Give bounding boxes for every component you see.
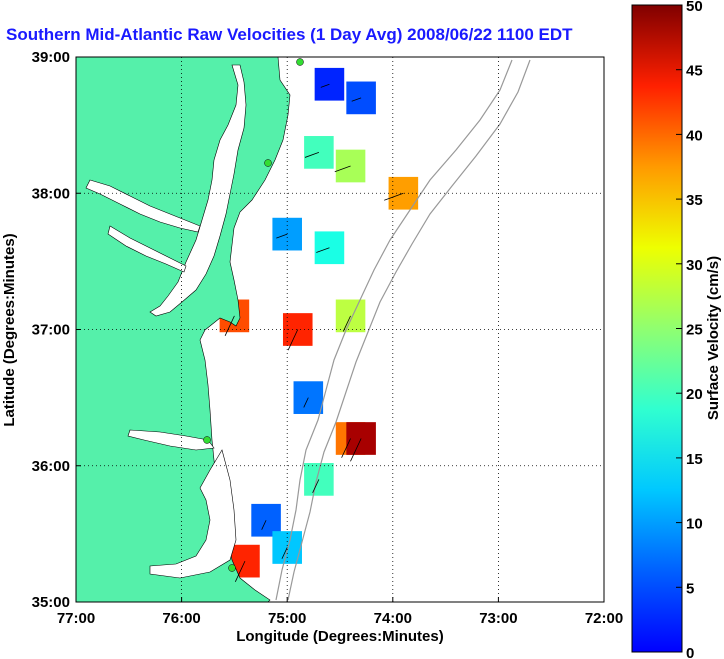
velocity-arrow — [281, 547, 288, 559]
colorbar-tick-label: 5 — [686, 580, 694, 597]
x-tick-label: 75:00 — [268, 610, 306, 627]
radar-site-marker — [296, 58, 304, 66]
velocity-arrow — [303, 397, 309, 408]
y-axis-label: Latitude (Degrees:Minutes) — [1, 233, 18, 426]
velocity-arrow — [341, 438, 351, 458]
velocity-arrow — [234, 560, 246, 582]
velocity-arrow — [350, 438, 362, 462]
plot-area — [76, 57, 604, 602]
potomac-river — [85, 179, 201, 233]
colorbar-tick-label: 40 — [686, 127, 703, 144]
x-tick-label: 74:00 — [374, 610, 412, 627]
velocity-arrow — [342, 315, 351, 332]
y-tick-label: 38:00 — [32, 185, 70, 202]
velocity-arrow — [334, 165, 351, 173]
colorbar-label: Surface Velocity (cm/s) — [705, 256, 722, 420]
radar-site-marker — [264, 159, 272, 167]
colorbar-tick-label: 15 — [686, 451, 703, 468]
x-tick-label: 76:00 — [162, 610, 200, 627]
x-axis: 77:00 76:00 75:00 74:00 73:00 72:00 — [57, 597, 623, 627]
bathymetry-contour-outer — [287, 59, 531, 601]
y-axis: 39:00 38:00 37:00 36:00 35:00 — [32, 49, 81, 611]
colorbar-tick-label: 25 — [686, 322, 703, 339]
radar-site-marker — [203, 436, 211, 444]
albemarle-sound — [127, 429, 215, 451]
colorbar-tick-label: 10 — [686, 516, 703, 533]
velocity-arrow — [320, 83, 330, 88]
pamlico-sound — [149, 449, 237, 579]
colorbar-tick-label: 20 — [686, 386, 703, 403]
y-tick-label: 36:00 — [32, 458, 70, 475]
velocity-arrow — [224, 315, 235, 336]
velocity-vectors — [224, 83, 404, 582]
grid-lines — [76, 57, 604, 602]
colorbar-tick-label: 35 — [686, 192, 703, 209]
rappahannock-river — [107, 225, 187, 273]
velocity-arrow — [312, 479, 320, 493]
colorbar-tick-label: 30 — [686, 257, 703, 274]
y-tick-label: 35:00 — [32, 594, 70, 611]
x-tick-label: 77:00 — [57, 610, 95, 627]
velocity-arrow — [276, 233, 288, 239]
radar-sites — [203, 58, 304, 572]
colorbar-tick-label: 45 — [686, 63, 703, 80]
colorbar-tick-label: 0 — [686, 645, 694, 659]
velocity-arrow — [384, 192, 404, 201]
radar-site-marker — [228, 564, 236, 572]
velocity-arrow — [304, 151, 320, 158]
chesapeake-bay — [149, 64, 247, 317]
velocity-arrow — [261, 520, 267, 530]
velocity-cell — [251, 503, 281, 537]
chart-title: Southern Mid-Atlantic Raw Velocities (1 … — [6, 25, 573, 44]
x-axis-label: Longitude (Degrees:Minutes) — [236, 628, 444, 645]
velocity-arrow — [316, 247, 330, 253]
colorbar-gradient — [631, 4, 683, 653]
y-tick-label: 37:00 — [32, 322, 70, 339]
velocity-arrow — [287, 329, 299, 351]
x-tick-label: 72:00 — [585, 610, 623, 627]
bathymetry-contour — [275, 59, 513, 601]
velocity-arrow — [351, 97, 362, 102]
x-tick-label: 73:00 — [479, 610, 517, 627]
y-tick-label: 39:00 — [32, 49, 70, 66]
colorbar-tick-label: 50 — [686, 0, 703, 15]
